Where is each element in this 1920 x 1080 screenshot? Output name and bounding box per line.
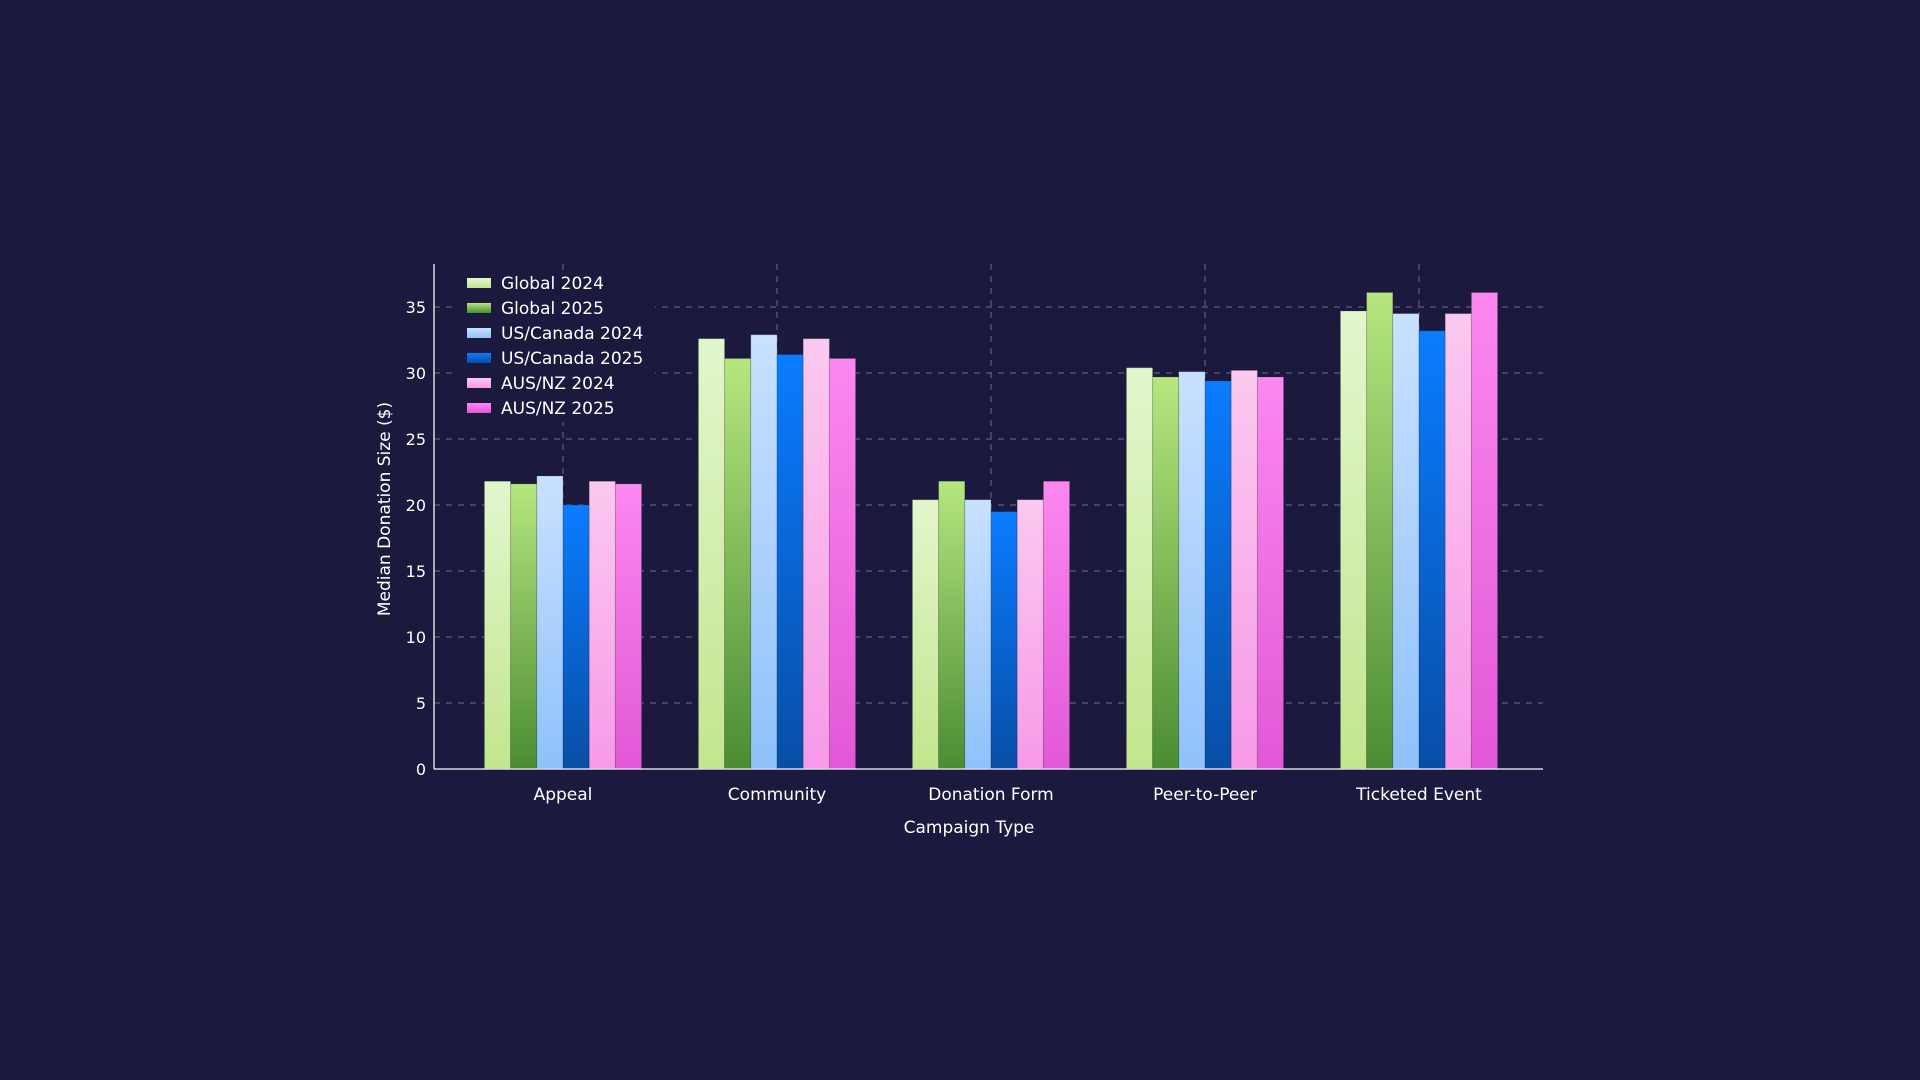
bar: [697, 338, 726, 770]
bar: [750, 334, 778, 770]
legend-label: Global 2024: [501, 274, 604, 294]
legend-swatch: [467, 278, 491, 288]
y-tick-label: 20: [406, 496, 426, 515]
bar: [990, 511, 1018, 770]
bar: [964, 499, 992, 770]
bar: [1444, 313, 1472, 770]
bar: [1392, 313, 1420, 770]
bar: [562, 504, 590, 770]
bar: [536, 475, 564, 770]
bar: [828, 357, 857, 770]
y-tick-labels: 0 5 10 15 20 25 30 35: [406, 298, 426, 779]
bar: [1470, 291, 1499, 770]
bar: [1418, 330, 1446, 770]
legend-label: US/Canada 2025: [501, 349, 643, 369]
bar: [911, 499, 940, 770]
legend-label: AUS/NZ 2025: [501, 399, 615, 419]
legend-label: US/Canada 2024: [501, 324, 643, 344]
x-tick-label: Donation Form: [928, 785, 1053, 805]
bars: [483, 291, 1499, 770]
legend: Global 2024 Global 2025 US/Canada 2024 US/C…: [455, 272, 655, 422]
bar: [1230, 369, 1258, 770]
legend-swatch: [467, 353, 491, 363]
bar: [1204, 380, 1232, 770]
x-tick-label: Peer-to-Peer: [1153, 785, 1257, 805]
y-tick-label: 25: [406, 430, 426, 449]
y-tick-label: 35: [406, 298, 426, 317]
bar: [588, 480, 616, 770]
bar: [1366, 291, 1394, 770]
y-tick-label: 30: [406, 364, 426, 383]
axes: [433, 264, 1543, 770]
bar: [614, 483, 643, 770]
x-tick-label: Community: [728, 785, 826, 805]
legend-label: Global 2025: [501, 299, 604, 319]
legend-background: [455, 272, 655, 422]
y-tick-label: 10: [406, 628, 426, 647]
bar: [938, 480, 966, 770]
y-tick-label: 15: [406, 562, 426, 581]
bar: [776, 354, 804, 770]
legend-swatch: [467, 303, 491, 313]
x-tick-label: Ticketed Event: [1355, 785, 1482, 805]
bar: [1125, 367, 1154, 770]
x-tick-labels: Appeal Community Donation Form Peer-to-Peer…: [534, 785, 1483, 805]
bar: [483, 480, 512, 770]
bar: [802, 338, 830, 770]
bar: [1042, 480, 1071, 770]
legend-swatch: [467, 403, 491, 413]
bar: [1016, 499, 1044, 770]
y-tick-label: 0: [416, 760, 426, 779]
y-tick-label: 5: [416, 694, 426, 713]
bar: [1256, 376, 1285, 770]
legend-swatch: [467, 328, 491, 338]
bar: [1152, 376, 1180, 770]
bar: [1178, 371, 1206, 770]
legend-label: AUS/NZ 2024: [501, 374, 615, 394]
bar: [724, 357, 752, 770]
bar: [1339, 310, 1368, 770]
y-axis-label: Median Donation Size ($): [375, 402, 395, 616]
x-tick-label: Appeal: [534, 785, 593, 805]
legend-swatch: [467, 378, 491, 388]
x-axis-label: Campaign Type: [904, 818, 1035, 838]
bar: [510, 483, 538, 770]
